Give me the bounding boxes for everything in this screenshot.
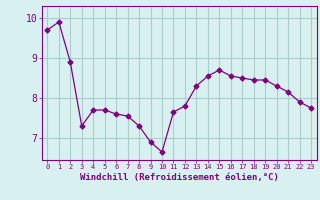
X-axis label: Windchill (Refroidissement éolien,°C): Windchill (Refroidissement éolien,°C) — [80, 173, 279, 182]
